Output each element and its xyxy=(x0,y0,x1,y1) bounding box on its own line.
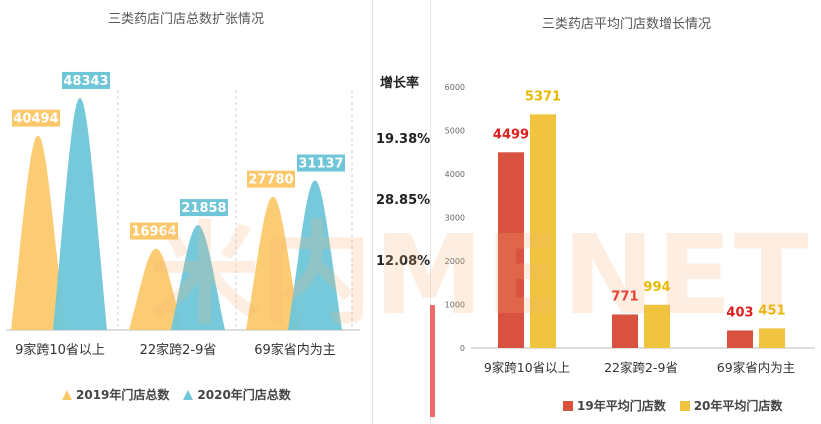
y-tick-label: 5000 xyxy=(445,127,465,136)
legend-item-19: 19年平均门店数 xyxy=(563,397,666,414)
growth-rate-value: 28.85% xyxy=(376,193,431,208)
x-tick-label: 9家跨10省以上 xyxy=(15,342,105,358)
y-tick-label: 0 xyxy=(460,344,465,353)
y-tick-label: 4000 xyxy=(445,170,465,179)
growth-accent-bar xyxy=(430,305,435,417)
legend-label-2020: 2020年门店总数 xyxy=(197,388,291,402)
right-chart-title: 三类药店平均门店数增长情况 xyxy=(541,17,711,32)
data-label: 40494 xyxy=(13,112,58,127)
data-label-box xyxy=(12,109,60,127)
data-label-box xyxy=(180,199,228,217)
data-label-box xyxy=(247,170,295,188)
data-label: 48343 xyxy=(63,74,108,89)
legend-item-2019: 2019年门店总数 xyxy=(62,386,169,403)
right-chart-panel: 三类药店平均门店数增长情况 0 1000 2000 3000 4000 5000 6000 4… xyxy=(430,0,821,424)
peak-mark xyxy=(246,196,300,330)
bar-mark xyxy=(644,304,670,348)
panel-divider xyxy=(372,0,373,424)
peak-mark xyxy=(129,248,183,330)
legend-marker-2020 xyxy=(183,389,194,400)
bar-mark xyxy=(612,314,638,348)
peak-mark xyxy=(288,180,342,330)
left-chart-title: 三类药店门店总数扩张情况 xyxy=(107,12,264,27)
right-bar-chart: 0 1000 2000 3000 4000 5000 6000 4499 771 403 5371 9… xyxy=(445,83,815,375)
peak-mark xyxy=(171,225,225,330)
data-label: 994 xyxy=(643,280,670,295)
legend-label-20: 20年平均门店数 xyxy=(693,399,783,413)
legend-label-2019: 2019年门店总数 xyxy=(76,388,170,402)
bar-mark xyxy=(530,114,556,348)
legend-marker-19 xyxy=(563,400,573,411)
legend-item-20: 20年平均门店数 xyxy=(679,397,783,414)
data-label: 16964 xyxy=(131,225,176,240)
y-tick-label: 6000 xyxy=(445,83,465,92)
data-label: 21858 xyxy=(181,201,226,216)
left-area-chart: 40494 16964 27780 48343 21858 31137 9家跨10省以上 22… xyxy=(6,71,360,358)
right-chart-legend: 19年平均门店数 20年平均门店数 xyxy=(563,397,782,414)
growth-rate-value: 19.38% xyxy=(376,132,431,147)
data-label: 451 xyxy=(758,303,785,318)
legend-marker-2019 xyxy=(62,389,72,400)
y-tick-label: 2000 xyxy=(445,257,465,266)
data-label: 5371 xyxy=(525,89,561,104)
data-label: 403 xyxy=(726,305,753,320)
bar-mark xyxy=(759,328,785,348)
x-tick-label: 22家跨2-9省 xyxy=(140,342,217,358)
data-label: 31137 xyxy=(298,157,343,172)
data-label: 771 xyxy=(611,289,638,304)
legend-label-19: 19年平均门店数 xyxy=(577,399,666,413)
legend-marker-20 xyxy=(679,400,690,411)
left-chart-legend: 2019年门店总数 2020年门店总数 xyxy=(62,386,291,403)
left-chart-panel: 三类药店门店总数扩张情况 40494 16964 27780 48343 21858 31… xyxy=(0,0,372,424)
data-label-box xyxy=(130,222,178,240)
growth-rate-value: 12.08% xyxy=(376,254,431,269)
bar-mark xyxy=(727,330,753,348)
peak-mark xyxy=(53,97,107,330)
y-tick-label: 1000 xyxy=(445,301,465,310)
x-tick-label: 9家跨10省以上 xyxy=(484,360,570,375)
x-tick-label: 69家省内为主 xyxy=(254,342,336,358)
y-tick-label: 3000 xyxy=(445,214,465,223)
data-label-box xyxy=(62,71,110,89)
data-label-box xyxy=(297,154,345,172)
data-label: 4499 xyxy=(493,127,529,142)
growth-rate-heading: 增长率 xyxy=(380,76,420,91)
peak-mark xyxy=(11,135,65,330)
x-tick-label: 22家跨2-9省 xyxy=(604,360,678,375)
x-tick-label: 69家省内为主 xyxy=(717,360,795,375)
legend-item-2020: 2020年门店总数 xyxy=(183,386,291,403)
data-label: 27780 xyxy=(248,173,293,188)
bar-mark xyxy=(498,152,524,348)
